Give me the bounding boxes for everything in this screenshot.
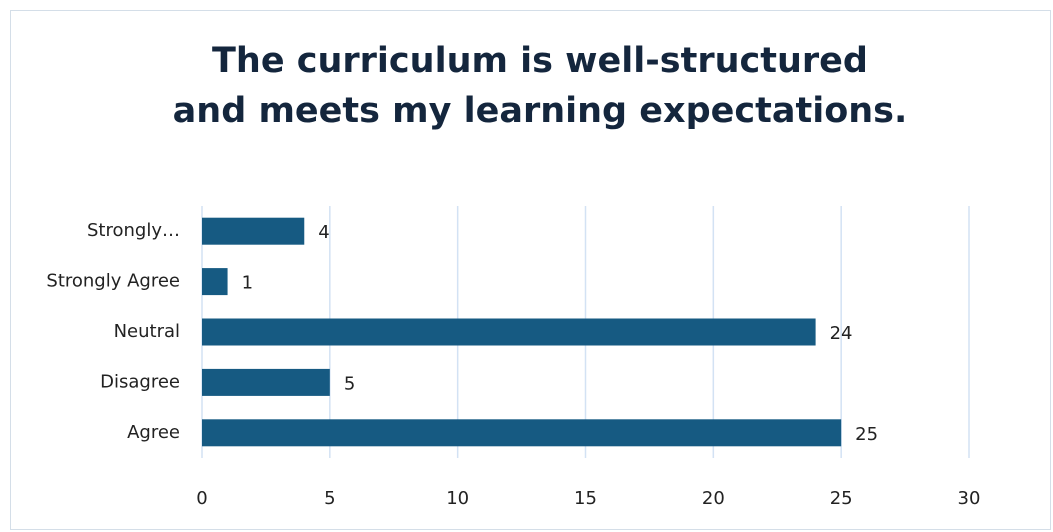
bar — [202, 368, 330, 396]
y-tick-label: Disagree — [100, 371, 180, 392]
y-tick-label: Strongly… — [87, 220, 180, 241]
x-tick-label: 30 — [958, 488, 981, 509]
data-label: 24 — [830, 323, 853, 344]
x-tick-label: 25 — [830, 488, 853, 509]
bar — [202, 268, 228, 296]
y-tick-label: Strongly Agree — [46, 271, 180, 292]
data-label: 5 — [344, 373, 355, 394]
data-label: 25 — [855, 424, 878, 445]
data-label: 4 — [318, 222, 329, 243]
x-tick-label: 10 — [446, 488, 469, 509]
y-tick-label: Agree — [127, 422, 180, 443]
x-tick-label: 20 — [702, 488, 725, 509]
x-tick-label: 5 — [324, 488, 335, 509]
bar — [202, 419, 842, 447]
chart-title: The curriculum is well-structured and me… — [172, 41, 908, 131]
bar — [202, 217, 305, 245]
bar — [202, 318, 816, 346]
x-tick-label: 15 — [574, 488, 597, 509]
data-label: 1 — [242, 273, 253, 294]
y-tick-label: Neutral — [114, 321, 180, 342]
chart-frame — [10, 10, 1051, 530]
x-tick-label: 0 — [196, 488, 207, 509]
